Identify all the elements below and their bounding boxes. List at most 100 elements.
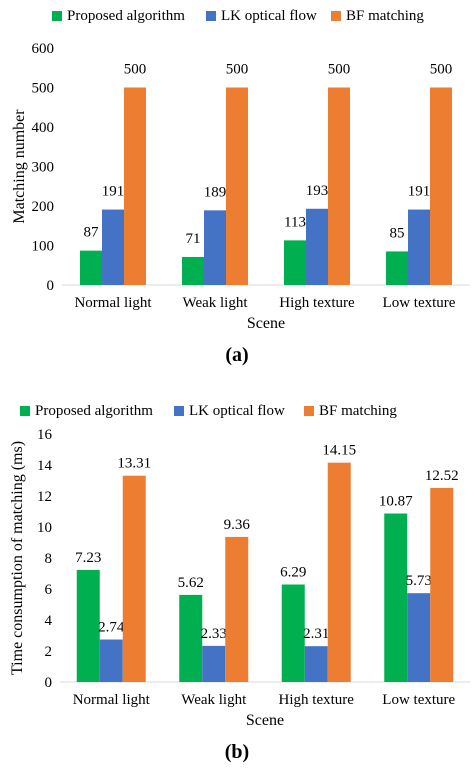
data-label-bf-matching: 12.52 (425, 468, 459, 484)
legend-label-lk-optical-flow: LK optical flow (221, 7, 317, 24)
legend-item-lk-optical-flow: LK optical flow (206, 6, 317, 26)
data-label-lk-optical-flow: 2.31 (303, 626, 329, 642)
bar-bf-matching (122, 475, 146, 682)
data-label-bf-matching: 13.31 (117, 456, 151, 472)
y-tick-label: 0 (45, 675, 53, 691)
bar-proposed-algorithm (182, 256, 204, 285)
legend-label-lk-optical-flow: LK optical flow (189, 402, 285, 419)
legend-item-bf-matching: BF matching (304, 401, 397, 421)
bar-bf-matching (225, 536, 249, 682)
bar-lk-optical-flow (202, 645, 226, 682)
bar-bf-matching (430, 87, 452, 285)
y-tick-label: 500 (32, 81, 55, 97)
data-label-bf-matching: 500 (226, 62, 249, 78)
data-label-proposed-algorithm: 5.62 (178, 575, 204, 591)
data-label-lk-optical-flow: 191 (408, 184, 431, 200)
y-tick-label: 100 (32, 239, 55, 255)
x-tick-label: Weak light (181, 692, 247, 708)
y-tick-label: 0 (47, 278, 55, 294)
y-tick-label: 14 (37, 458, 53, 474)
bar-lk-optical-flow (408, 209, 430, 285)
y-tick-label: 2 (45, 644, 53, 660)
data-label-lk-optical-flow: 5.73 (406, 573, 432, 589)
chart-panel-b: Proposed algorithm LK optical flow BF ma… (0, 385, 474, 771)
chart-panel-a: Proposed algorithm LK optical flow BF ma… (0, 0, 474, 385)
bar-bf-matching (226, 87, 248, 285)
legend-item-lk-optical-flow: LK optical flow (174, 401, 285, 421)
y-tick-label: 200 (32, 199, 55, 215)
legend-swatch-lk-optical-flow (206, 11, 216, 21)
bar-bf-matching (328, 87, 350, 285)
bar-lk-optical-flow (99, 639, 123, 682)
x-tick-label: Normal light (74, 295, 152, 311)
data-label-lk-optical-flow: 2.74 (98, 620, 125, 636)
legend-label-proposed-algorithm: Proposed algorithm (35, 402, 153, 419)
y-tick-label: 300 (32, 160, 55, 176)
bar-proposed-algorithm (281, 584, 305, 682)
data-label-bf-matching: 500 (124, 62, 147, 78)
y-tick-label: 10 (37, 520, 52, 536)
legend-label-proposed-algorithm: Proposed algorithm (67, 7, 185, 24)
bar-lk-optical-flow (306, 208, 328, 285)
x-tick-label: High texture (279, 692, 355, 708)
y-tick-label: 16 (37, 427, 53, 443)
legend-item-proposed-algorithm: Proposed algorithm (52, 6, 185, 26)
data-label-proposed-algorithm: 6.29 (280, 565, 306, 581)
legend-swatch-bf-matching (304, 406, 314, 416)
legend-label-bf-matching: BF matching (346, 7, 424, 24)
y-tick-label: 400 (32, 120, 55, 136)
x-tick-label: Low texture (382, 692, 455, 708)
x-tick-label: Weak light (182, 295, 248, 311)
legend-swatch-proposed-algorithm (20, 406, 30, 416)
bar-lk-optical-flow (204, 210, 226, 285)
legend-swatch-lk-optical-flow (174, 406, 184, 416)
data-label-proposed-algorithm: 87 (84, 225, 100, 241)
legend-a: Proposed algorithm LK optical flow BF ma… (0, 6, 474, 26)
legend-swatch-proposed-algorithm (52, 11, 62, 21)
bar-proposed-algorithm (386, 251, 408, 285)
data-label-bf-matching: 500 (328, 62, 351, 78)
data-label-lk-optical-flow: 2.33 (201, 626, 227, 642)
y-axis-title: Matching number (11, 109, 28, 224)
bar-bf-matching (327, 462, 351, 682)
y-tick-label: 8 (45, 551, 53, 567)
legend-item-bf-matching: BF matching (331, 6, 424, 26)
figure-caption-a: (a) (225, 344, 249, 366)
bar-bf-matching (124, 87, 146, 285)
data-label-proposed-algorithm: 7.23 (75, 550, 101, 566)
y-tick-label: 4 (45, 613, 53, 629)
x-tick-label: High texture (279, 295, 355, 311)
y-axis-title: Time consumption of matching (ms) (9, 441, 26, 675)
x-tick-label: Low texture (383, 295, 456, 311)
data-label-lk-optical-flow: 191 (102, 184, 125, 200)
data-label-lk-optical-flow: 193 (306, 183, 329, 199)
data-label-bf-matching: 500 (430, 62, 453, 78)
legend-swatch-bf-matching (331, 11, 341, 21)
data-label-bf-matching: 14.15 (322, 443, 356, 459)
x-axis-title: Scene (246, 712, 284, 729)
x-axis-title: Scene (247, 315, 285, 332)
x-tick-label: Normal light (73, 692, 151, 708)
y-tick-label: 6 (45, 582, 53, 598)
data-label-proposed-algorithm: 10.87 (379, 494, 413, 510)
legend-item-proposed-algorithm: Proposed algorithm (20, 401, 153, 421)
bar-proposed-algorithm (284, 240, 306, 285)
data-label-lk-optical-flow: 189 (204, 184, 227, 200)
y-tick-label: 600 (32, 41, 55, 57)
bar-chart-b: 0 2 4 6 8 10 12 14 16 7.23 2.74 13.31 Normal light 5.… (9, 427, 470, 729)
data-label-proposed-algorithm: 85 (390, 225, 405, 241)
data-label-proposed-algorithm: 113 (284, 214, 306, 230)
bar-proposed-algorithm (80, 250, 102, 285)
bar-lk-optical-flow (407, 593, 431, 682)
data-label-bf-matching: 9.36 (224, 517, 251, 533)
legend-b: Proposed algorithm LK optical flow BF ma… (0, 401, 474, 421)
bar-lk-optical-flow (102, 209, 124, 285)
legend-label-bf-matching: BF matching (319, 402, 397, 419)
data-label-proposed-algorithm: 71 (186, 231, 201, 247)
y-tick-label: 12 (37, 489, 52, 505)
bar-bf-matching (430, 487, 454, 682)
bar-proposed-algorithm (179, 594, 203, 682)
bar-proposed-algorithm (76, 569, 100, 682)
figure-caption-b: (b) (224, 741, 250, 763)
bar-lk-optical-flow (304, 646, 328, 682)
